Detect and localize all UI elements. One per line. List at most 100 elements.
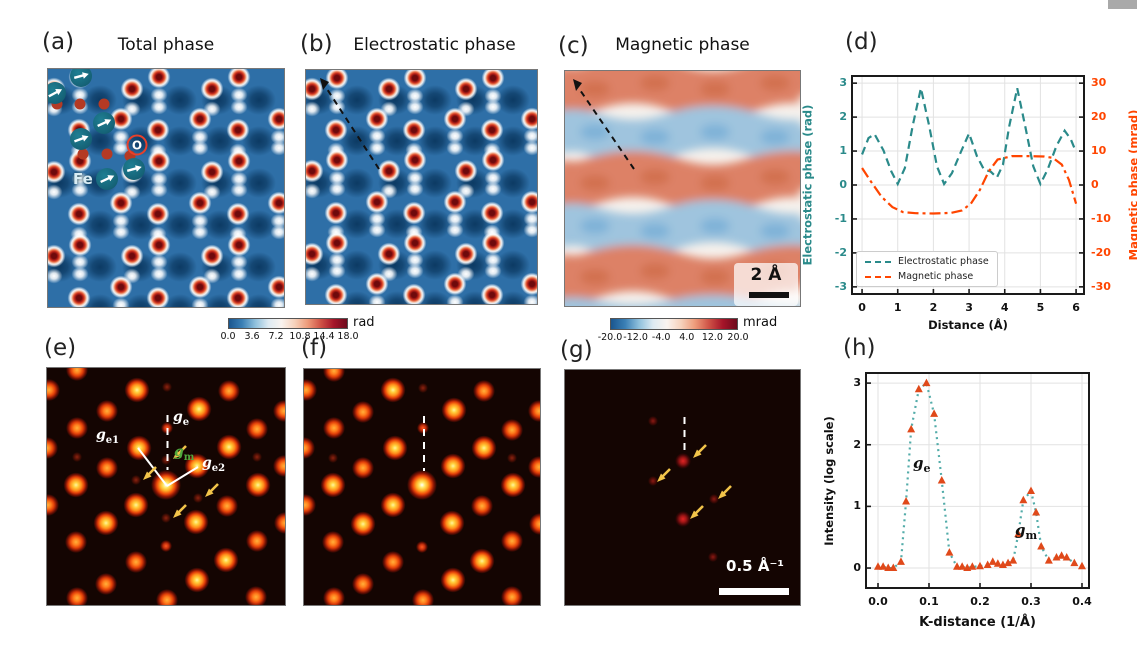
- scalebar-text: 0.5 Å⁻¹: [726, 557, 784, 575]
- atomic-column-dot: [454, 241, 479, 266]
- y-tick-label-right: -20: [1091, 245, 1111, 259]
- data-marker: [922, 378, 931, 387]
- satellite-pointer-arrow: [690, 441, 710, 461]
- profile-arrow: [320, 78, 380, 170]
- fft-spot: [352, 457, 375, 480]
- atomic-column-dot: [325, 70, 350, 91]
- panel-a-title: Total phase: [117, 35, 215, 55]
- ge2-label: ge2: [202, 455, 226, 474]
- data-marker: [1077, 561, 1086, 570]
- fft-spot: [160, 540, 173, 553]
- data-marker: [993, 559, 1002, 567]
- colorbar-tick-label: 0.0: [220, 331, 236, 342]
- x-tick-label: 6: [1072, 301, 1080, 314]
- panel-e-letter: (e): [44, 335, 77, 361]
- panel-c-letter: (c): [558, 33, 589, 59]
- y-tick-label-right: 0: [1091, 178, 1099, 191]
- fft-spot: [47, 493, 59, 516]
- page-corner-artifact: [1108, 0, 1137, 9]
- bright-column-blob: [112, 129, 130, 145]
- fft-spot: [407, 470, 438, 501]
- fft-spot: [500, 472, 526, 498]
- atomic-column-dot: [267, 190, 284, 215]
- atomic-column-dot: [187, 274, 212, 299]
- dashed-line: [423, 416, 425, 471]
- x-tick-label: 0.4: [1072, 595, 1092, 608]
- colorbar-tick-label: 3.6: [244, 331, 260, 342]
- bright-column-blob: [368, 140, 386, 156]
- dark-region: [83, 294, 118, 307]
- spin-arrow: [97, 119, 112, 128]
- fft-spot: [245, 529, 268, 552]
- data-marker: [879, 562, 888, 570]
- x-tick-label: 0: [858, 301, 866, 314]
- gm-label: gm: [174, 444, 195, 463]
- fft-spot: [440, 453, 466, 479]
- fft-spot: [707, 552, 718, 563]
- atomic-column-dot: [325, 148, 350, 173]
- atomic-column-dot: [225, 285, 250, 307]
- fft-spot: [500, 585, 523, 605]
- atomic-column-dot: [403, 70, 428, 91]
- atomic-column-dot: [199, 243, 224, 268]
- bright-column-blob: [191, 140, 209, 156]
- spin-arrow: [126, 165, 142, 172]
- data-marker: [874, 562, 883, 570]
- satellite-pointer-arrow: [140, 463, 160, 483]
- fft-spot: [63, 472, 89, 498]
- colorbar-tick-label: 12.0: [701, 332, 723, 343]
- bright-column-blob: [112, 224, 130, 240]
- fft-spot: [216, 434, 242, 460]
- bright-column-blob: [523, 140, 537, 156]
- atomic-column-dot: [48, 159, 66, 184]
- iron-atom-marker: [93, 112, 115, 134]
- panel-c-title: Magnetic phase: [615, 35, 750, 55]
- data-marker: [1070, 558, 1079, 567]
- legend-item-magnetic: Magnetic phase: [865, 271, 989, 282]
- bright-column-blob: [306, 101, 321, 117]
- x-tick-label: 0.1: [919, 595, 939, 608]
- fft-spot: [245, 585, 268, 605]
- data-marker: [1032, 508, 1041, 516]
- fft-spot: [47, 436, 58, 459]
- data-marker: [1044, 556, 1053, 564]
- colorbar-tick-label: -12.0: [623, 332, 648, 343]
- data-marker: [907, 424, 916, 433]
- fft-spot: [65, 586, 88, 605]
- fft-spot: [184, 567, 210, 593]
- y-tick-label-right: 20: [1091, 110, 1107, 124]
- fft-spot: [350, 511, 376, 537]
- atomic-column-dot: [365, 189, 390, 214]
- y-tick-label: 0: [853, 561, 861, 575]
- atomic-column-dot: [147, 69, 172, 90]
- mrad-colorbar: [610, 318, 738, 330]
- fft-spot: [125, 551, 148, 574]
- colorbar-tick-label: 4.0: [679, 332, 695, 343]
- mrad-colorbar-label: mrad: [743, 315, 778, 330]
- atomic-column-dot: [454, 77, 479, 102]
- electrostatic-phase-image: [305, 69, 538, 305]
- fft-spot: [123, 492, 149, 518]
- bright-column-blob: [270, 213, 284, 229]
- fft-spot: [95, 400, 118, 423]
- x-tick-label: 3: [965, 301, 973, 314]
- oxygen-atom-marker: [77, 148, 89, 160]
- fft-spot: [95, 572, 118, 595]
- scalebar-patch: [734, 263, 798, 306]
- bright-column-blob: [191, 129, 209, 145]
- atomic-column-dot: [376, 241, 401, 266]
- oxygen-atom-marker: [124, 150, 136, 162]
- fft-spot: [471, 435, 497, 461]
- bright-column-blob: [150, 99, 168, 115]
- fft-spot: [217, 379, 240, 402]
- atomic-column-dot: [226, 232, 251, 257]
- magnetic-satellite-spot: [161, 454, 172, 465]
- total-phase-image: O Fe: [47, 68, 285, 308]
- fft-spot: [65, 368, 88, 382]
- fft-spot: [184, 453, 210, 479]
- chart-legend: Electrostatic phase Magnetic phase: [856, 251, 998, 287]
- y-tick-label: 0: [839, 178, 847, 191]
- fft-spot: [304, 494, 316, 517]
- panel-b-title: Electrostatic phase: [353, 35, 516, 55]
- atomic-column-dot: [520, 189, 537, 214]
